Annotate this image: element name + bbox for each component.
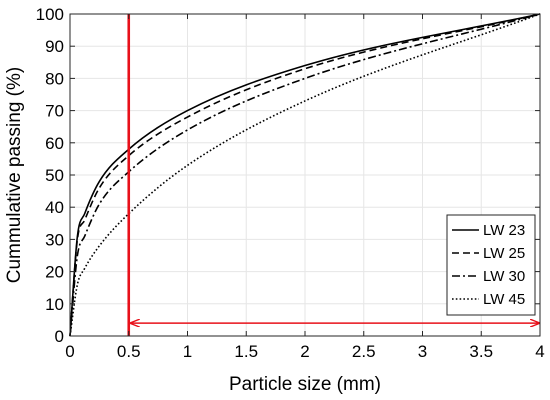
y-tick-label: 0 bbox=[55, 327, 64, 346]
y-tick-label: 40 bbox=[45, 198, 64, 217]
legend: LW 23 LW 25 LW 30 LW 45 bbox=[446, 214, 536, 316]
x-tick-label: 2.5 bbox=[352, 342, 376, 361]
x-tick-label: 3 bbox=[418, 342, 427, 361]
x-tick-label: 4 bbox=[535, 342, 544, 361]
x-tick-label: 2 bbox=[300, 342, 309, 361]
x-tick-label: 1 bbox=[183, 342, 192, 361]
legend-label: LW 23 bbox=[483, 222, 525, 239]
x-axis-title: Particle size (mm) bbox=[229, 374, 381, 395]
legend-label: LW 45 bbox=[483, 291, 525, 308]
x-tick-label: 1.5 bbox=[234, 342, 258, 361]
y-tick-label: 30 bbox=[45, 230, 64, 249]
y-tick-label: 100 bbox=[36, 5, 64, 24]
legend-label: LW 30 bbox=[483, 268, 525, 285]
series-line-lw-25 bbox=[69, 13, 541, 337]
x-tick-label: 0 bbox=[65, 342, 74, 361]
y-tick-label: 90 bbox=[45, 37, 64, 56]
y-tick-label: 60 bbox=[45, 134, 64, 153]
x-tick-label: 3.5 bbox=[469, 342, 493, 361]
annotation-layer bbox=[127, 14, 539, 336]
legend-label: LW 25 bbox=[483, 245, 525, 262]
y-tick-label: 10 bbox=[45, 295, 64, 314]
y-tick-label: 80 bbox=[45, 69, 64, 88]
y-tick-label: 20 bbox=[45, 263, 64, 282]
y-tick-label: 70 bbox=[45, 102, 64, 121]
legend-box bbox=[446, 214, 536, 316]
series-line-lw-45 bbox=[69, 13, 541, 337]
x-tick-label: 0.5 bbox=[117, 342, 141, 361]
y-axis-title: Cummulative passing (%) bbox=[4, 67, 25, 283]
y-tick-label: 50 bbox=[45, 166, 64, 185]
